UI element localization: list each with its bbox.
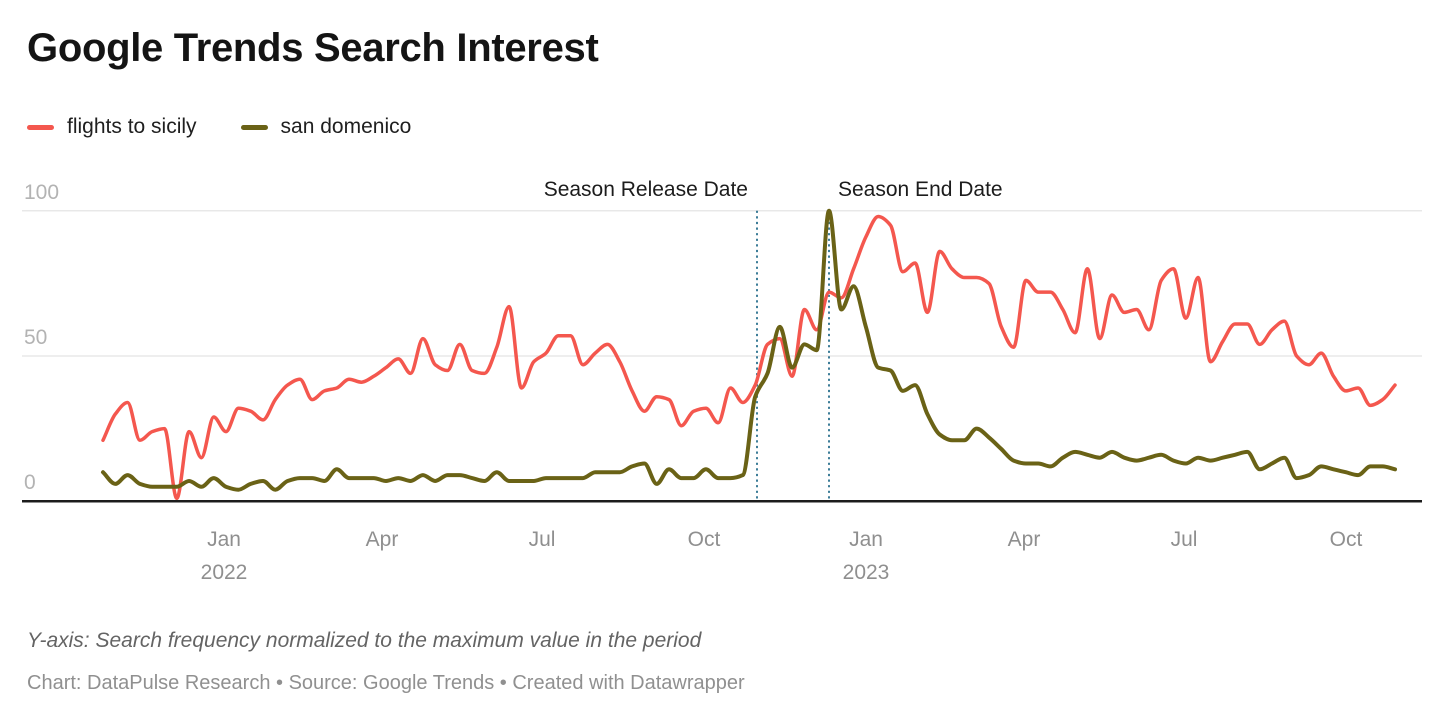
- x-tick-month: Apr: [365, 528, 399, 551]
- x-tick-label: Jan 2022: [201, 528, 248, 585]
- legend-swatch-flights-to-sicily: [27, 124, 54, 130]
- y-tick-label: 100: [24, 181, 60, 204]
- x-tick-year: 2022: [200, 561, 248, 584]
- y-tick-label: 50: [24, 326, 48, 349]
- x-tick-month: Jul: [1170, 528, 1198, 551]
- x-tick-label: Apr: [1008, 528, 1041, 552]
- legend-item-san-domenico: san domenico: [240, 115, 412, 139]
- chart-byline: Chart: DataPulse Research • Source: Goog…: [27, 672, 745, 694]
- x-tick-month: Jan: [207, 528, 241, 551]
- legend-label: flights to sicily: [67, 115, 197, 138]
- x-tick-month: Oct: [1329, 528, 1363, 551]
- x-tick-label: Jan 2023: [843, 528, 890, 585]
- x-tick-label: Oct: [688, 528, 721, 552]
- x-tick-label: Jul: [1171, 528, 1198, 552]
- x-tick-month: Oct: [687, 528, 721, 551]
- annotation-label-season-release: Season Release Date: [543, 178, 748, 201]
- chart-title: Google Trends Search Interest: [27, 26, 599, 70]
- x-tick-label: Oct: [1330, 528, 1363, 552]
- legend-swatch-san-domenico: [240, 124, 268, 130]
- x-tick-month: Jan: [849, 528, 883, 551]
- legend-item-flights-to-sicily: flights to sicily: [27, 115, 197, 139]
- series-line-flights-to-sicily: [101, 214, 1397, 501]
- x-tick-month: Apr: [1007, 528, 1041, 551]
- x-tick-month: Jul: [528, 528, 556, 551]
- x-tick-year: 2023: [842, 561, 890, 584]
- y-tick-label: 0: [24, 471, 36, 494]
- annotation-label-season-end: Season End Date: [838, 178, 1003, 201]
- x-tick-label: Jul: [529, 528, 556, 552]
- x-tick-label: Apr: [366, 528, 399, 552]
- legend: flights to sicily san domenico: [27, 115, 455, 139]
- series-line-san-domenico: [101, 208, 1397, 492]
- legend-label: san domenico: [280, 115, 412, 138]
- axis-note: Y-axis: Search frequency normalized to t…: [27, 629, 702, 652]
